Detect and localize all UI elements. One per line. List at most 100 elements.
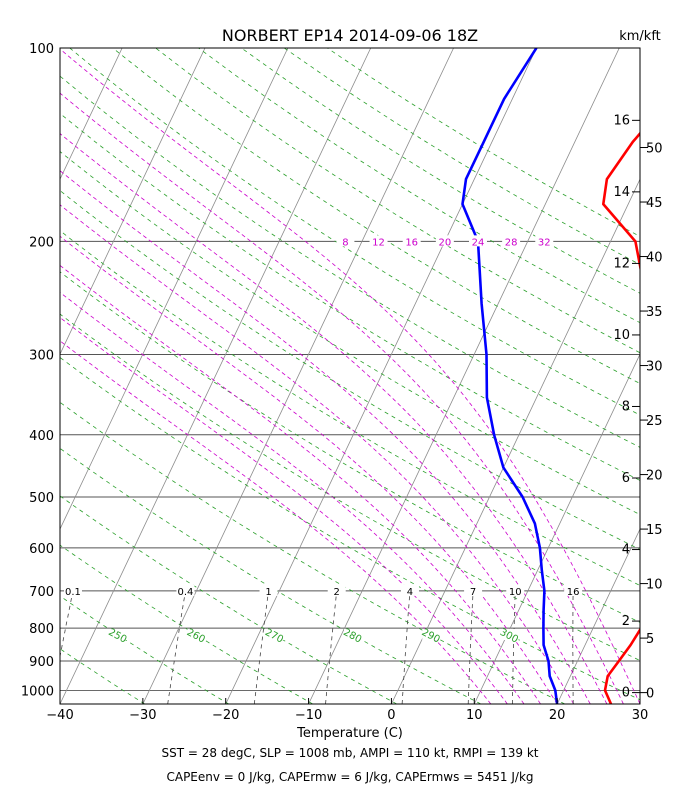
mixing-ratio-label-3: 2	[334, 587, 340, 598]
x-tick-label-5: 10	[466, 708, 483, 723]
mixing-ratio-label-0: 0.1	[65, 587, 81, 598]
dry-adiabat-320	[60, 271, 640, 623]
km-tick-label-8: 16	[613, 113, 630, 128]
dry-adiabat-360	[60, 112, 640, 481]
footer-line-2: CAPEenv = 0 J/kg, CAPErmw = 6 J/kg, CAPE…	[166, 770, 533, 784]
moist-adiabat-label-2: 16	[405, 237, 418, 248]
dry-adiabat-300	[60, 356, 640, 701]
right-axis-label: km/kft	[619, 29, 661, 44]
isotherm-10	[473, 353, 640, 704]
isotherm--70	[60, 48, 123, 181]
mixing-ratio-line-2	[253, 590, 269, 704]
dry-adiabat-290	[60, 401, 565, 704]
plot-frame	[59, 47, 641, 705]
dry-adiabat-lines	[60, 48, 640, 704]
moist-adiabat-12	[60, 340, 492, 704]
isotherm--40	[60, 48, 372, 704]
dry-adiabat-240	[60, 648, 145, 704]
mixing-ratio-line-6	[512, 590, 516, 704]
pressure-tick-label-2: 800	[29, 622, 54, 637]
pressure-tick-label-9: 100	[29, 42, 54, 57]
kft-tick-label-10: 50	[646, 142, 663, 157]
moist-adiabat-20	[60, 235, 558, 704]
dry-adiabat-410	[198, 48, 640, 324]
mixing-ratio-label-5: 7	[470, 587, 476, 598]
isotherm--60	[60, 48, 206, 356]
kft-tick-label-0: 0	[646, 687, 654, 702]
kft-tick-label-5: 25	[646, 414, 663, 429]
x-tick-label-3: −10	[295, 708, 322, 723]
km-tick-label-7: 14	[613, 185, 630, 200]
km-tick-label-0: 0	[622, 686, 630, 701]
kft-tick-label-8: 40	[646, 251, 663, 266]
moist-adiabat-label-5: 28	[505, 237, 518, 248]
kft-tick-label-6: 30	[646, 360, 663, 375]
moist-adiabat-label-3: 20	[438, 237, 451, 248]
mixing-ratio-line-1	[167, 590, 186, 704]
moist-adiabat-lines	[60, 48, 640, 704]
isotherm--30	[142, 48, 454, 704]
mixing-ratio-label-7: 16	[567, 587, 580, 598]
footer-line-1: SST = 28 degC, SLP = 1008 mb, AMPI = 110…	[161, 746, 538, 760]
km-tick-label-1: 2	[622, 614, 630, 629]
km-tick-label-2: 4	[622, 543, 630, 558]
moist-adiabat-14	[60, 317, 508, 704]
dry-adiabat-430	[284, 48, 640, 266]
pressure-tick-label-6: 400	[29, 429, 54, 444]
kft-tick-label-3: 15	[646, 523, 663, 538]
moist-adiabat-label-4: 24	[472, 237, 485, 248]
mixing-ratio-label-2: 1	[265, 587, 271, 598]
isotherm-0	[391, 178, 640, 704]
mixing-ratio-label-4: 4	[407, 587, 413, 598]
mixing-ratio-line-5	[467, 590, 474, 704]
mixing-ratio-label-1: 0.4	[177, 587, 193, 598]
dry-adiabat-230	[60, 703, 61, 704]
pressure-tick-label-3: 700	[29, 585, 54, 600]
mixing-ratio-label-6: 10	[509, 587, 522, 598]
isotherm--50	[60, 48, 289, 531]
x-tick-label-0: −40	[46, 708, 73, 723]
moist-adiabat-label-1: 12	[372, 237, 385, 248]
moist-adiabat-28	[60, 92, 624, 704]
isotherm--80	[0, 48, 39, 704]
isotherm-lines	[0, 48, 640, 704]
moist-adiabat-22	[60, 204, 575, 704]
dry-adiabat-390	[112, 48, 640, 384]
km-tick-label-4: 8	[622, 399, 630, 414]
x-axis-label: Temperature (C)	[296, 726, 403, 741]
dry-adiabat-370	[60, 75, 640, 448]
dry-adiabat-310	[60, 313, 640, 661]
moist-adiabat-label-6: 32	[538, 237, 551, 248]
chart-title: NORBERT EP14 2014-09-06 18Z	[222, 26, 478, 45]
pressure-tick-label-1: 900	[29, 655, 54, 670]
dry-adiabat-350	[60, 150, 640, 515]
km-tick-label-6: 12	[613, 256, 630, 271]
kft-tick-label-1: 5	[646, 632, 654, 647]
kft-tick-label-9: 45	[646, 196, 663, 211]
pressure-tick-label-8: 200	[29, 235, 54, 250]
series-line-1	[461, 48, 559, 704]
mixing-ratio-lines	[60, 590, 574, 704]
mixing-ratio-line-3	[325, 590, 338, 704]
dry-adiabat-280	[60, 447, 481, 704]
x-tick-label-6: 20	[549, 708, 566, 723]
x-tick-label-7: 30	[632, 708, 649, 723]
dry-adiabat-380	[69, 48, 640, 416]
dry-adiabat-400	[155, 48, 640, 354]
kft-tick-label-2: 10	[646, 578, 663, 593]
dry-adiabat-250	[60, 595, 229, 704]
moist-adiabat-label-0: 8	[342, 237, 348, 248]
kft-tick-label-4: 20	[646, 469, 663, 484]
moist-adiabat-30	[60, 48, 640, 704]
km-tick-label-3: 6	[622, 471, 630, 486]
km-tick-label-5: 10	[613, 328, 630, 343]
isotherm-20	[556, 528, 640, 704]
moist-adiabat-16	[60, 291, 525, 704]
x-tick-label-4: 0	[387, 708, 395, 723]
height-axis: 0 2 4 6 8 10 12 14 16 0 5 10 15 20 25 30 35 40 45 50	[613, 113, 662, 701]
dry-adiabat-440	[327, 48, 640, 237]
kft-tick-label-7: 35	[646, 305, 663, 320]
pressure-axis: 1000 900 800 700 600 500 400 300 200 100	[21, 42, 54, 699]
moist-adiabat-18	[60, 264, 541, 704]
